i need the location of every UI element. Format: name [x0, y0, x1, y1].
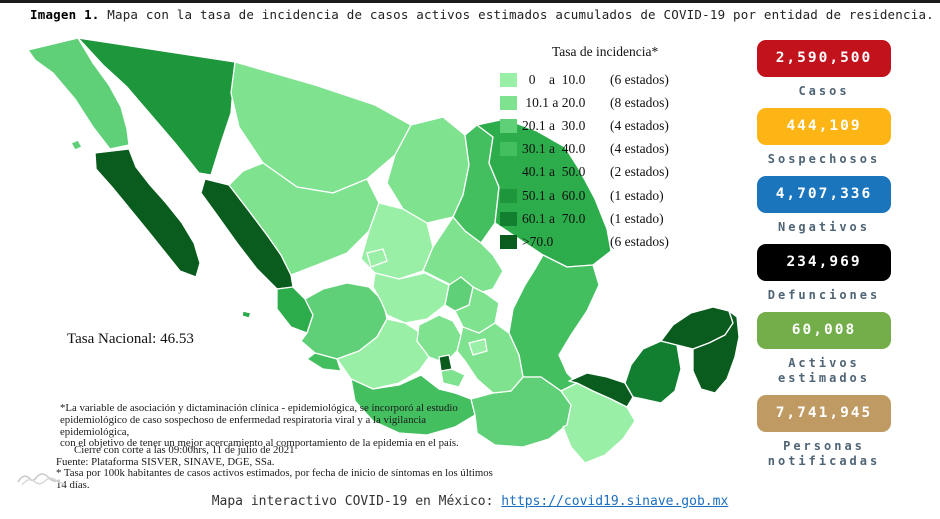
state-quintana-roo [692, 310, 740, 394]
legend-range: 40.1 a 50.0 [522, 164, 586, 180]
stat-value-badge: 7,741,945 [757, 395, 891, 432]
stat-value-badge: 60,008 [757, 312, 891, 349]
legend-swatch [500, 72, 517, 87]
legend-range: 10.1 a 20.0 [522, 94, 586, 110]
footnote-variable: *La variable de asociación y dictaminaci… [60, 402, 480, 450]
legend-item: 30.1 a 40.0 (4 estados) [500, 138, 690, 161]
legend: Tasa de incidencia* 0 a 10.0 (6 estados)… [500, 44, 690, 254]
state-cdmx [438, 354, 453, 372]
state-durango [228, 162, 380, 276]
state-tabasco [568, 372, 634, 408]
stat-personas-notificadas: 7,741,945 Personas notificadas [757, 395, 891, 469]
legend-count: (8 estados) [610, 94, 669, 110]
legend-count: (2 estados) [610, 164, 669, 180]
footnote-line: *La variable de asociación y dictaminaci… [60, 402, 458, 414]
legend-count: (6 estados) [610, 71, 669, 87]
legend-item: >70.0 (6 estados) [500, 230, 690, 253]
state-campeche [624, 340, 682, 404]
stat-label: Sospechosos [767, 152, 881, 166]
stat-value-badge: 4,707,336 [757, 176, 891, 213]
legend-count: (4 estados) [610, 141, 669, 157]
legend-swatch [500, 234, 517, 249]
state-aguascalientes [366, 248, 388, 268]
legend-range: 60.1 a 70.0 [522, 210, 586, 226]
stat-label: Activos estimados [777, 356, 871, 385]
state-colima [306, 352, 342, 372]
legend-count: (6 estados) [610, 233, 669, 249]
legend-range: 20.1 a 30.0 [522, 117, 586, 133]
legend-title: Tasa de incidencia* [552, 44, 659, 59]
footer-text: Mapa interactivo COVID-19 en México: [211, 494, 502, 509]
state-san-luis-potosi [422, 216, 504, 296]
figure-caption: Imagen 1. Mapa con la tasa de incidencia… [30, 7, 934, 22]
island-cedros [70, 139, 83, 151]
legend-item: 10.1 a 20.0 (8 estados) [500, 91, 690, 114]
island-marias [241, 310, 252, 319]
legend-item: 50.1 a 60.0 (1 estado) [500, 184, 690, 207]
state-baja-california [27, 37, 130, 150]
stat-label: Negativos [777, 220, 871, 234]
legend-item: 20.1 a 30.0 (4 estados) [500, 114, 690, 137]
mountain-squiggle-icon [17, 473, 66, 486]
figure-caption-prefix: Imagen 1. [30, 7, 100, 22]
legend-range: 30.1 a 40.0 [522, 141, 586, 157]
state-baja-california-sur [94, 148, 201, 278]
legend-count: (1 estado) [610, 210, 664, 226]
footnote-rate-definition: * Tasa por 100k habitantes de casos acti… [56, 467, 493, 491]
legend-range: 50.1 a 60.0 [522, 187, 586, 203]
legend-item: 40.1 a 50.0 (2 estados) [500, 161, 690, 184]
legend-range: 0 a 10.0 [522, 71, 586, 87]
footnote-fuente: Fuente: Plataforma SISVER, SINAVE, DGE, … [56, 455, 275, 468]
stat-label: Personas notificadas [767, 439, 881, 468]
figure-caption-text: Mapa con la tasa de incidencia de casos … [99, 7, 934, 22]
stat-activos-estimados: 60,008 Activos estimados [757, 312, 891, 386]
footnote-cutoff-date: Cierre con corte a las 09:00hrs, 11 de j… [74, 444, 295, 456]
legend-swatch [500, 118, 517, 133]
legend-swatch [500, 165, 517, 180]
legend-swatch [500, 95, 517, 110]
stat-negativos: 4,707,336 Negativos [757, 176, 891, 235]
stat-casos: 2,590,500 Casos [757, 40, 891, 99]
sinave-link[interactable]: https://covid19.sinave.gob.mx [501, 494, 729, 509]
stat-defunciones: 234,969 Defunciones [757, 244, 891, 303]
footnote-line: epidemiológico de caso sospechoso de enf… [60, 413, 427, 438]
state-nayarit [276, 286, 314, 334]
legend-item: 60.1 a 70.0 (1 estado) [500, 207, 690, 230]
legend-swatch [500, 211, 517, 226]
stat-label: Casos [798, 84, 850, 98]
stat-value-badge: 444,109 [757, 108, 891, 145]
stat-label: Defunciones [767, 288, 881, 302]
stats-rail: 2,590,500 Casos 444,109 Sospechosos 4,70… [757, 40, 891, 478]
legend-swatch [500, 142, 517, 157]
legend-range: >70.0 [522, 233, 554, 249]
legend-item: 0 a 10.0 (6 estados) [500, 68, 690, 91]
state-mexico-state [416, 314, 462, 364]
state-morelos [440, 368, 466, 388]
national-rate: Tasa Nacional: 46.53 [67, 331, 194, 347]
state-tlaxcala [468, 338, 488, 356]
footnote-source: Cierre con corte a las 09:00hrs, 11 de j… [56, 444, 496, 491]
top-border [0, 0, 940, 3]
legend-count: (4 estados) [610, 117, 669, 133]
stat-value-badge: 234,969 [757, 244, 891, 281]
stat-value-badge: 2,590,500 [757, 40, 891, 77]
state-veracruz [508, 254, 600, 392]
footer: Mapa interactivo COVID-19 en México: htt… [0, 494, 940, 509]
state-queretaro [444, 276, 474, 312]
legend-swatch [500, 188, 517, 203]
legend-count: (1 estado) [610, 187, 664, 203]
footnote-line: con el objetivo de tener un mejor acerca… [60, 437, 459, 450]
stat-sospechosos: 444,109 Sospechosos [757, 108, 891, 167]
